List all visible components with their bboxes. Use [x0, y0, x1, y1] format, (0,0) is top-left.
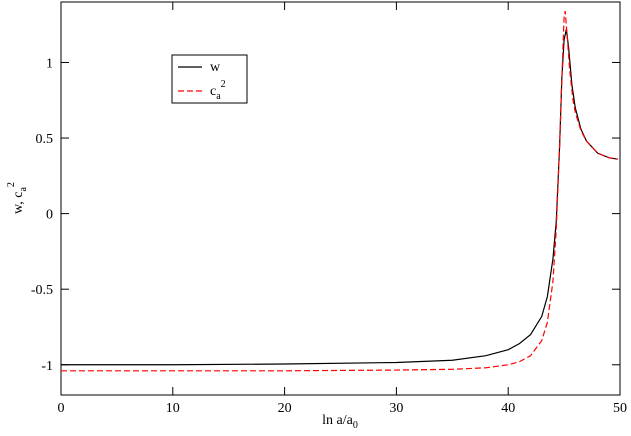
y-tick-label: 0	[46, 208, 53, 223]
x-label-sub: 0	[353, 420, 358, 431]
x-tick-label: 0	[58, 401, 65, 416]
y-tick-label: -1	[41, 359, 53, 374]
x-tick-label: 50	[613, 401, 627, 416]
legend-label: w	[210, 60, 221, 75]
series-line	[61, 10, 618, 372]
legend-name: w	[210, 60, 221, 75]
legend-label: ca2	[210, 79, 226, 102]
x-tick-label: 20	[278, 401, 292, 416]
x-tick-label: 30	[389, 401, 403, 416]
y-label-sub: a	[18, 187, 29, 192]
y-label-sup: 2	[6, 182, 17, 187]
x-label-text: ln a/a	[322, 413, 353, 428]
legend-name: c	[210, 84, 216, 99]
y-tick-label: 0.5	[36, 132, 54, 147]
y-tick-label: -0.5	[31, 283, 53, 298]
legend-sup: 2	[221, 79, 226, 90]
y-label-text: w, c	[11, 192, 26, 214]
x-axis-label: ln a/a0	[322, 413, 358, 431]
series-line	[61, 29, 618, 366]
legend-sub: a	[216, 91, 221, 102]
plot-frame	[60, 1, 621, 396]
x-tick-label: 10	[166, 401, 180, 416]
y-axis-label: w, ca2	[6, 182, 29, 214]
legend-box	[171, 54, 248, 104]
x-tick-label: 40	[501, 401, 515, 416]
y-tick-label: 1	[46, 56, 53, 71]
